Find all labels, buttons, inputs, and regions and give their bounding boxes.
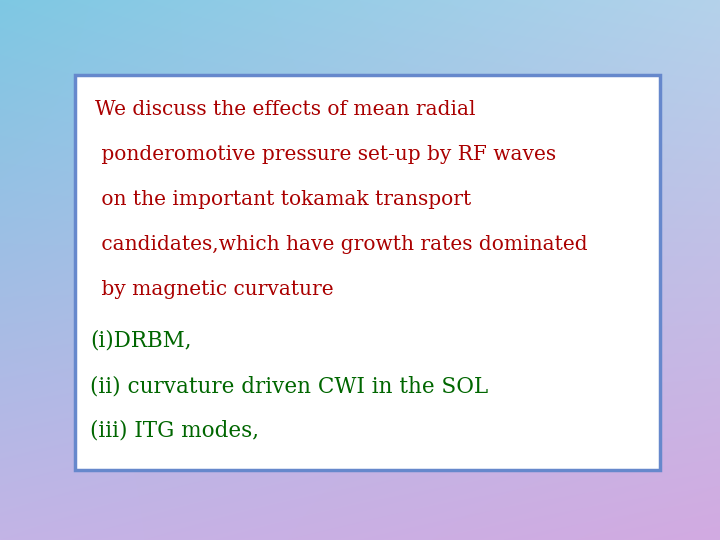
Text: on the important tokamak transport: on the important tokamak transport (95, 190, 472, 209)
Text: (iii) ITG modes,: (iii) ITG modes, (90, 420, 259, 442)
Text: candidates,which have growth rates dominated: candidates,which have growth rates domin… (95, 235, 588, 254)
Text: (ii) curvature driven CWI in the SOL: (ii) curvature driven CWI in the SOL (90, 375, 488, 397)
Text: (i)DRBM,: (i)DRBM, (90, 330, 192, 352)
Text: We discuss the effects of mean radial: We discuss the effects of mean radial (95, 100, 475, 119)
Text: ponderomotive pressure set-up by RF waves: ponderomotive pressure set-up by RF wave… (95, 145, 556, 164)
Text: by magnetic curvature: by magnetic curvature (95, 280, 333, 299)
FancyBboxPatch shape (75, 75, 660, 470)
